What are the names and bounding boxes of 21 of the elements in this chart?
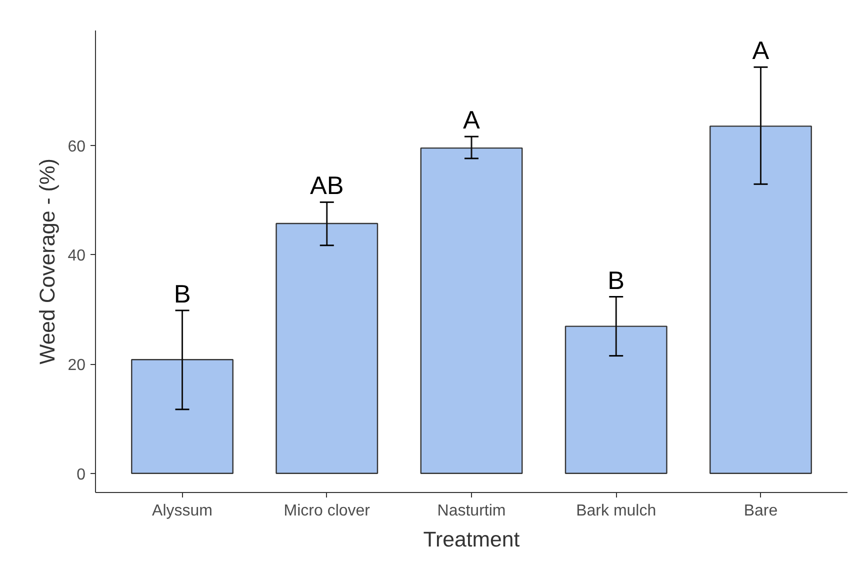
y-axis-title: Weed Coverage - (%): [36, 158, 60, 364]
y-tick-label: 60: [68, 138, 86, 156]
bar: [420, 147, 523, 474]
annotation: B: [174, 280, 191, 308]
x-tick-label: Alyssum: [152, 502, 212, 520]
annotation: A: [752, 37, 770, 66]
annotation: B: [608, 266, 625, 295]
bar: [710, 126, 812, 474]
annotation: AB: [310, 172, 344, 200]
x-tick-label: Micro clover: [284, 502, 371, 520]
y-tick-label: 20: [68, 357, 86, 374]
x-tick-label: Bark mulch: [576, 502, 656, 520]
y-tick-label: 40: [68, 248, 86, 265]
annotation: A: [463, 106, 480, 135]
x-tick-label: Bare: [744, 502, 778, 520]
bar: [276, 222, 378, 474]
bar: [564, 326, 668, 474]
x-axis-title: Treatment: [423, 528, 520, 552]
bar: [131, 359, 234, 474]
x-tick-label: Nasturtim: [437, 502, 506, 520]
y-tick-label: 0: [76, 466, 86, 484]
